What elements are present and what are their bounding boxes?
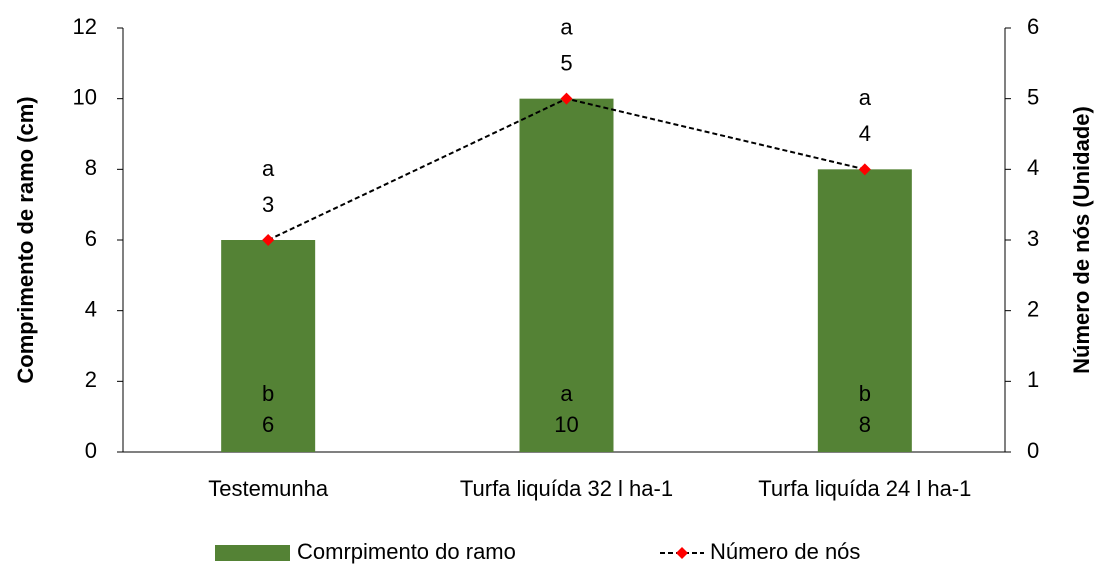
x-tick-label: Turfa liquída 24 l ha-1 [758, 476, 971, 501]
y-tick-label: 2 [85, 367, 97, 392]
y-tick-label: 12 [73, 14, 97, 39]
y-tick-label: 8 [85, 155, 97, 180]
y2-axis-title: Número de nós (Unidade) [1069, 106, 1094, 374]
line-letter: a [560, 14, 573, 39]
y2-tick-label: 2 [1027, 296, 1039, 321]
line-marker [560, 92, 573, 105]
bar [817, 169, 912, 453]
y-tick-label: 0 [85, 438, 97, 463]
bar [221, 240, 316, 452]
y2-tick-label: 0 [1027, 438, 1039, 463]
bar-letter: a [560, 381, 573, 406]
y-tick-label: 10 [73, 84, 97, 109]
y-axis-title: Comprimento de ramo (cm) [13, 96, 38, 383]
y2-tick-label: 3 [1027, 226, 1039, 251]
y2-tick-label: 6 [1027, 14, 1039, 39]
legend-swatch [215, 545, 290, 561]
legend-marker [676, 547, 688, 559]
bar-letter: b [859, 381, 871, 406]
line-value-label: 3 [262, 192, 274, 217]
bar-letter: b [262, 381, 274, 406]
x-tick-label: Turfa liquída 32 l ha-1 [460, 476, 673, 501]
y2-tick-label: 5 [1027, 84, 1039, 109]
legend-label: Comrpimento do ramo [297, 539, 516, 564]
legend-label: Número de nós [710, 539, 860, 564]
line-marker [858, 163, 871, 176]
y-tick-label: 4 [85, 296, 97, 321]
bar-value-label: 10 [554, 412, 578, 437]
y2-tick-label: 4 [1027, 155, 1039, 180]
line-value-label: 5 [560, 50, 572, 75]
line-letter: a [262, 156, 275, 181]
x-tick-label: Testemunha [208, 476, 329, 501]
bar [519, 98, 614, 453]
bar-value-label: 8 [859, 412, 871, 437]
line-marker [262, 234, 275, 246]
line-value-label: 4 [859, 121, 871, 146]
y2-tick-label: 1 [1027, 367, 1039, 392]
y-tick-label: 6 [85, 226, 97, 251]
bar-value-label: 6 [262, 412, 274, 437]
line-letter: a [859, 85, 872, 110]
